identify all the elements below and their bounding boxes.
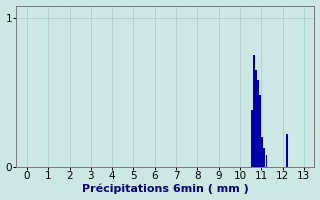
Bar bbox=[257, 80, 259, 167]
Bar bbox=[253, 55, 255, 167]
Bar bbox=[251, 110, 252, 167]
Bar bbox=[261, 137, 263, 167]
Bar bbox=[255, 70, 257, 167]
Bar bbox=[266, 155, 268, 167]
Bar bbox=[263, 148, 265, 167]
Bar bbox=[286, 134, 288, 167]
Bar bbox=[259, 95, 261, 167]
X-axis label: Précipitations 6min ( mm ): Précipitations 6min ( mm ) bbox=[82, 184, 249, 194]
